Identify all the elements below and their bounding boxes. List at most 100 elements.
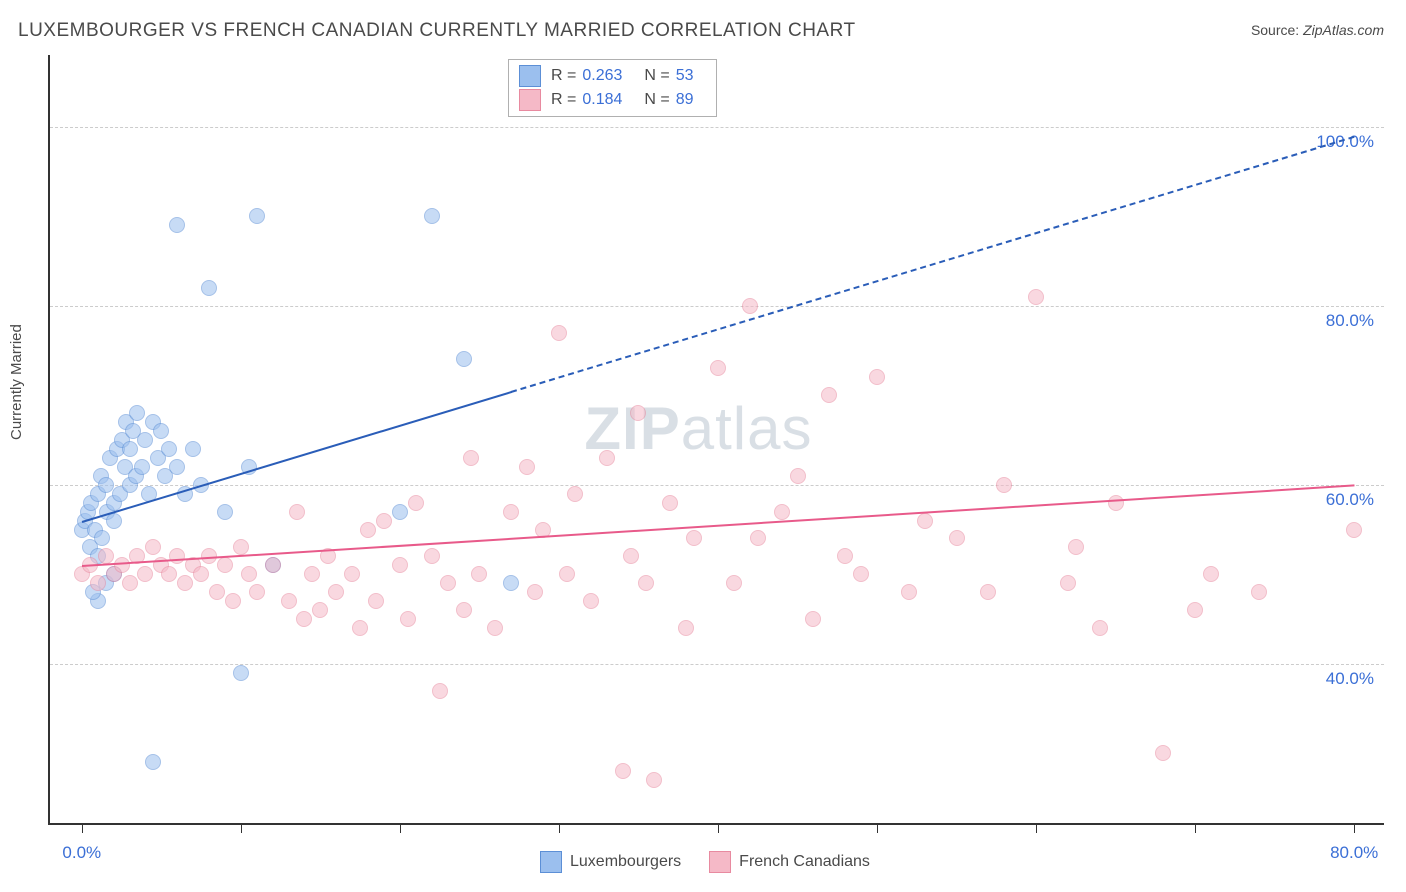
data-point: [177, 575, 193, 591]
gridline: [50, 306, 1384, 307]
legend-swatch: [519, 65, 541, 87]
data-point: [161, 441, 177, 457]
data-point: [432, 683, 448, 699]
data-point: [137, 432, 153, 448]
data-point: [98, 477, 114, 493]
gridline: [50, 485, 1384, 486]
x-tick: [718, 825, 719, 833]
legend-item: French Canadians: [709, 851, 870, 873]
data-point: [312, 602, 328, 618]
x-tick: [559, 825, 560, 833]
legend-series: Luxembourgers French Canadians: [540, 851, 870, 873]
legend-n-value: 53: [676, 67, 694, 85]
data-point: [1028, 289, 1044, 305]
legend-item: Luxembourgers: [540, 851, 681, 873]
data-point: [328, 584, 344, 600]
data-point: [456, 602, 472, 618]
legend-series-name: Luxembourgers: [570, 853, 681, 871]
legend-n-value: 89: [676, 91, 694, 109]
data-point: [1092, 620, 1108, 636]
scatter-plot-area: ZIPatlas 40.0%60.0%80.0%100.0%0.0%80.0%R…: [48, 55, 1384, 825]
data-point: [201, 280, 217, 296]
data-point: [209, 584, 225, 600]
data-point: [424, 548, 440, 564]
legend-n-label: N =: [644, 91, 669, 109]
data-point: [583, 593, 599, 609]
data-point: [169, 459, 185, 475]
data-point: [503, 504, 519, 520]
data-point: [869, 369, 885, 385]
gridline: [50, 127, 1384, 128]
data-point: [996, 477, 1012, 493]
data-point: [980, 584, 996, 600]
data-point: [114, 557, 130, 573]
data-point: [368, 593, 384, 609]
data-point: [519, 459, 535, 475]
y-tick-label: 80.0%: [1326, 311, 1374, 331]
legend-r-label: R =: [551, 67, 576, 85]
data-point: [241, 566, 257, 582]
x-tick: [1354, 825, 1355, 833]
data-point: [249, 584, 265, 600]
trend-line: [82, 485, 1354, 568]
y-axis-label: Currently Married: [8, 324, 25, 440]
y-tick-label: 40.0%: [1326, 669, 1374, 689]
data-point: [344, 566, 360, 582]
data-point: [233, 665, 249, 681]
data-point: [169, 217, 185, 233]
data-point: [567, 486, 583, 502]
legend-swatch: [709, 851, 731, 873]
legend-row: R = 0.184N = 89: [519, 88, 706, 112]
data-point: [686, 530, 702, 546]
data-point: [1346, 522, 1362, 538]
data-point: [424, 208, 440, 224]
source-label: Source:: [1251, 22, 1303, 38]
data-point: [265, 557, 281, 573]
data-point: [630, 405, 646, 421]
data-point: [1203, 566, 1219, 582]
data-point: [281, 593, 297, 609]
data-point: [249, 208, 265, 224]
data-point: [750, 530, 766, 546]
data-point: [463, 450, 479, 466]
data-point: [376, 513, 392, 529]
data-point: [296, 611, 312, 627]
data-point: [726, 575, 742, 591]
watermark-bold: ZIP: [584, 395, 680, 462]
data-point: [90, 575, 106, 591]
data-point: [392, 504, 408, 520]
data-point: [440, 575, 456, 591]
legend-series-name: French Canadians: [739, 853, 870, 871]
data-point: [193, 566, 209, 582]
x-tick: [877, 825, 878, 833]
data-point: [233, 539, 249, 555]
gridline: [50, 664, 1384, 665]
data-point: [289, 504, 305, 520]
y-tick-label: 100.0%: [1316, 132, 1374, 152]
watermark-light: atlas: [681, 395, 813, 462]
data-point: [615, 763, 631, 779]
data-point: [1187, 602, 1203, 618]
data-point: [400, 611, 416, 627]
data-point: [774, 504, 790, 520]
data-point: [161, 566, 177, 582]
data-point: [408, 495, 424, 511]
data-point: [134, 459, 150, 475]
data-point: [805, 611, 821, 627]
data-point: [1155, 745, 1171, 761]
data-point: [217, 504, 233, 520]
data-point: [145, 539, 161, 555]
data-point: [1251, 584, 1267, 600]
x-tick-label: 80.0%: [1330, 843, 1378, 863]
data-point: [503, 575, 519, 591]
data-point: [352, 620, 368, 636]
legend-stats: R = 0.263N = 53R = 0.184N = 89: [508, 59, 717, 117]
data-point: [710, 360, 726, 376]
legend-swatch: [519, 89, 541, 111]
data-point: [185, 441, 201, 457]
x-tick: [241, 825, 242, 833]
data-point: [225, 593, 241, 609]
data-point: [360, 522, 376, 538]
data-point: [949, 530, 965, 546]
data-point: [122, 441, 138, 457]
